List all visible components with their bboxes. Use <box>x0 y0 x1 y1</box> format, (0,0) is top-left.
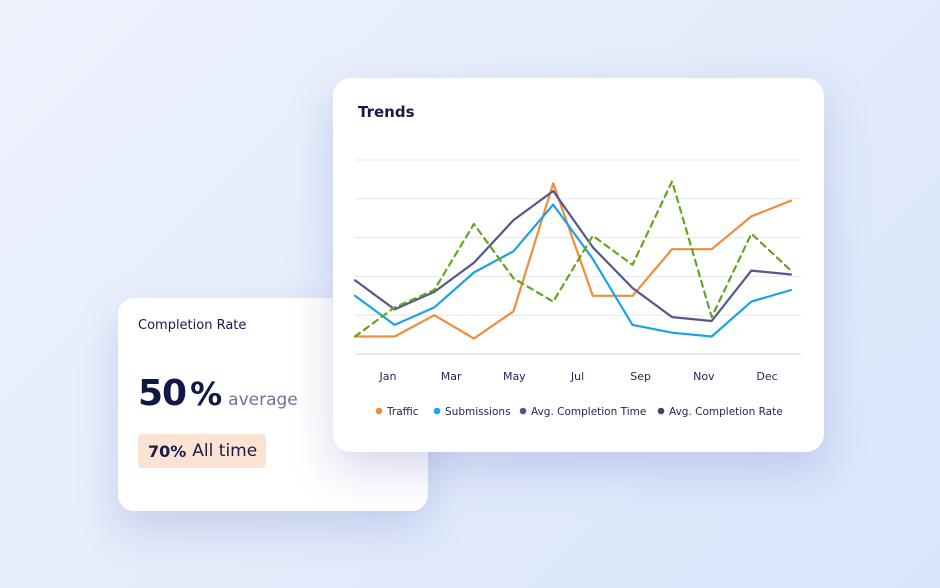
legend-marker <box>519 407 527 415</box>
completion-rate-suffix: average <box>228 390 298 410</box>
legend-marker <box>657 407 665 415</box>
completion-rate-value: 50 <box>138 373 187 414</box>
all-time-value: 70% <box>148 441 187 461</box>
series-line <box>353 189 793 323</box>
series-line <box>353 180 793 338</box>
all-time-label: All time <box>192 441 258 461</box>
trends-card: Jan Mar May Jul Sep Nov Dec Traffic Submissions A… <box>333 78 824 452</box>
series-line <box>353 182 793 340</box>
x-tick-label: May <box>503 370 526 383</box>
trends-chart: Jan Mar May Jul Sep Nov Dec Traffic Submissions A… <box>353 159 801 418</box>
legend-label: Avg. Completion Time <box>531 406 646 418</box>
x-tick-label: Mar <box>441 370 462 383</box>
legend-label: Avg. Completion Rate <box>669 406 783 418</box>
legend-marker <box>375 407 383 415</box>
trends-title: Trends <box>358 103 415 121</box>
x-tick-label: Jan <box>379 370 397 383</box>
x-tick-label: Sep <box>630 370 651 383</box>
legend-label: Submissions <box>445 406 511 418</box>
legend-label: Traffic <box>386 406 419 418</box>
completion-rate-unit: % <box>190 375 223 413</box>
completion-rate-title: Completion Rate <box>138 318 247 333</box>
x-tick-label: Jul <box>570 370 584 383</box>
x-tick-label: Nov <box>693 370 715 383</box>
series-line <box>353 203 793 338</box>
completion-rate-value-row: 50% average <box>138 373 298 414</box>
legend-marker <box>433 407 441 415</box>
x-tick-label: Dec <box>756 370 777 383</box>
all-time-badge: 70% All time <box>138 434 266 468</box>
